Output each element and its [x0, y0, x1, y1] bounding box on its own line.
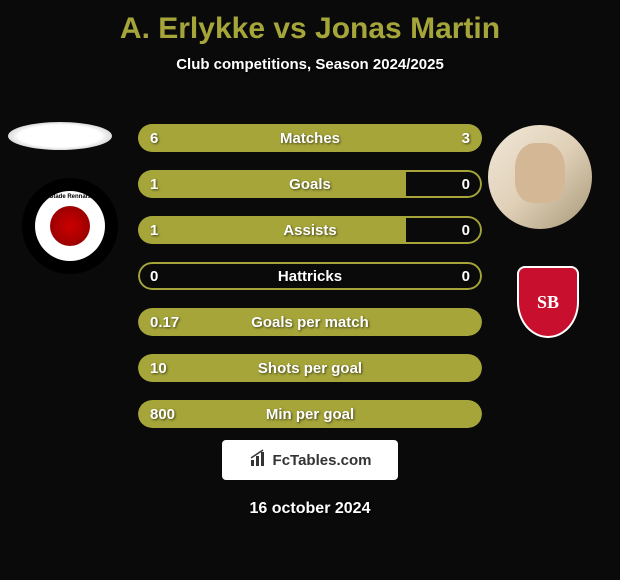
- watermark: FcTables.com: [222, 440, 398, 480]
- player-right-club-badge: SB: [506, 260, 590, 344]
- stat-label: Assists: [138, 222, 482, 239]
- stat-label: Matches: [138, 130, 482, 147]
- stats-container: 63Matches 10Goals 10Assists 00Hattricks 0.17…: [138, 124, 482, 446]
- watermark-text: FcTables.com: [273, 452, 372, 469]
- stat-row: 10Goals: [138, 170, 482, 198]
- stat-row: 63Matches: [138, 124, 482, 152]
- stat-label: Goals: [138, 176, 482, 193]
- player-right-avatar: [488, 125, 592, 229]
- date-label: 16 october 2024: [0, 500, 620, 518]
- stat-row: 10Shots per goal: [138, 354, 482, 382]
- stat-label: Min per goal: [138, 406, 482, 423]
- chart-icon: [249, 448, 269, 473]
- club-right-label: SB: [537, 292, 559, 313]
- stat-label: Shots per goal: [138, 360, 482, 377]
- stat-row: 800Min per goal: [138, 400, 482, 428]
- club-left-label: Stade Rennais: [49, 194, 90, 200]
- page-title: A. Erlykke vs Jonas Martin: [0, 0, 620, 46]
- stat-row: 00Hattricks: [138, 262, 482, 290]
- stat-label: Hattricks: [138, 268, 482, 285]
- player-left-avatar: [8, 122, 112, 150]
- stat-row: 10Assists: [138, 216, 482, 244]
- stat-row: 0.17Goals per match: [138, 308, 482, 336]
- stat-label: Goals per match: [138, 314, 482, 331]
- subtitle: Club competitions, Season 2024/2025: [0, 56, 620, 73]
- player-left-club-badge: Stade Rennais: [22, 178, 118, 274]
